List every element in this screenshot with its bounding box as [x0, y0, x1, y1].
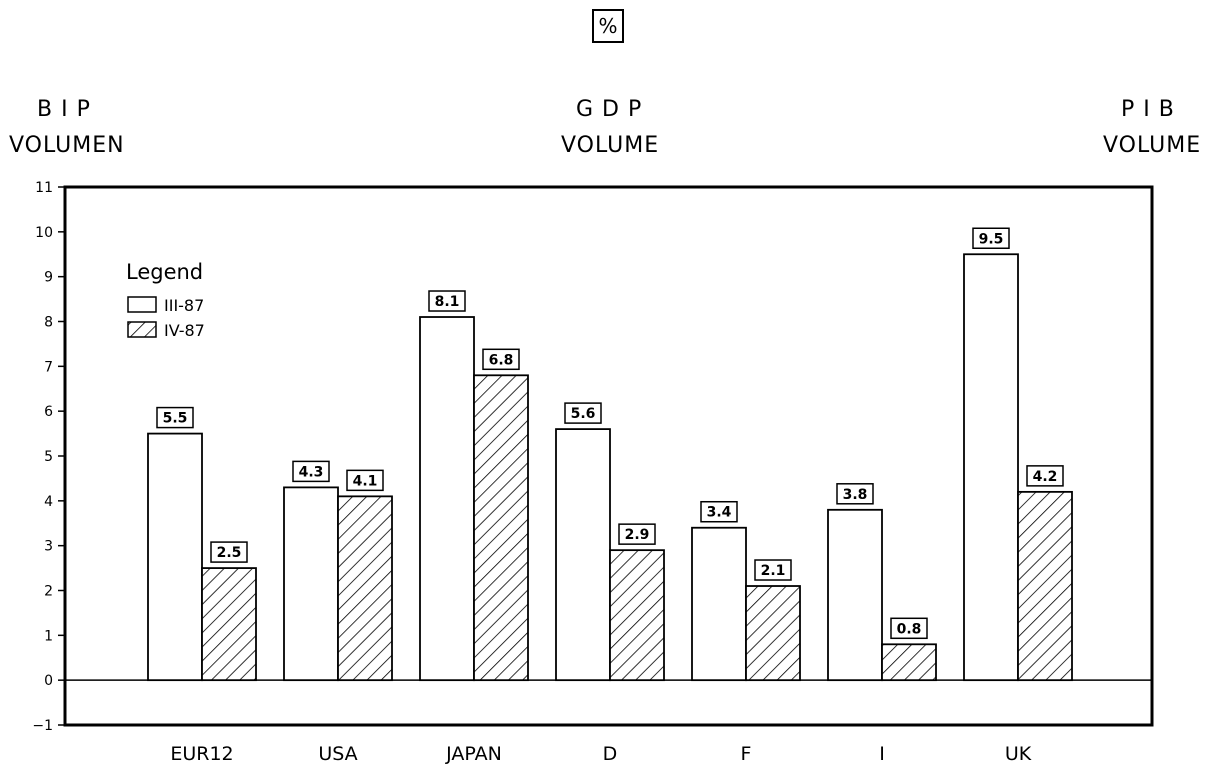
bar-series-1: [555, 428, 611, 682]
data-label-box: [482, 348, 520, 371]
data-label-box: [564, 402, 602, 424]
data-label-box: [1026, 465, 1064, 487]
data-label: 5.5: [163, 411, 188, 427]
y-tick-label: 10: [35, 225, 53, 241]
x-category-label: USA: [318, 743, 357, 765]
bar-series-1: [963, 253, 1019, 682]
header-right-line2: VOLUME: [1103, 133, 1202, 158]
data-label: 8.1: [435, 294, 460, 310]
header-right-line1: P I B: [1121, 97, 1175, 122]
x-category-label: I: [879, 743, 885, 765]
data-label: 4.2: [1033, 469, 1058, 485]
bar-series-2: [881, 643, 937, 682]
data-label: 3.8: [843, 487, 868, 503]
y-tick-label: 2: [44, 584, 53, 600]
bar-series-2: [609, 549, 665, 682]
data-label-box: [972, 227, 1010, 249]
y-tick-label: 6: [44, 404, 53, 420]
bar-series-2: [201, 567, 257, 682]
y-tick-label: 1: [44, 628, 53, 644]
x-category-label: F: [741, 743, 752, 765]
data-label-box: [700, 500, 738, 523]
bar-series-2: [1017, 490, 1073, 682]
data-label: 4.3: [299, 464, 324, 480]
bar-series-2: [473, 374, 529, 682]
data-label: 5.6: [571, 406, 596, 422]
header-left-line2: VOLUMEN: [9, 133, 125, 158]
bar-series-1: [419, 316, 475, 682]
data-label: 2.9: [625, 527, 650, 543]
y-tick-label: 9: [44, 270, 53, 286]
data-label-box: [156, 406, 194, 429]
header-center-line1: G D P: [576, 97, 643, 122]
bar-series-1: [691, 526, 747, 682]
data-label-box: [210, 541, 248, 563]
y-tick-label: 0: [44, 673, 53, 689]
y-tick-label: 5: [44, 449, 53, 465]
data-label: 6.8: [489, 352, 514, 368]
data-label-box: [618, 523, 656, 545]
data-label: 3.4: [707, 505, 732, 521]
header-center-line2: VOLUME: [561, 133, 660, 158]
bar-series-1: [283, 486, 339, 682]
x-category-label: JAPAN: [445, 743, 502, 765]
unit-label: %: [592, 9, 624, 43]
data-label-box: [292, 460, 330, 483]
data-label: 2.1: [761, 563, 786, 579]
data-label-box: [428, 290, 466, 312]
data-label: 9.5: [979, 231, 1004, 247]
x-category-label: D: [603, 743, 618, 765]
data-label: 4.1: [353, 473, 378, 489]
data-label-box: [890, 617, 928, 640]
legend-title: Legend: [126, 260, 203, 284]
data-label: 2.5: [217, 545, 242, 561]
data-label: 0.8: [897, 621, 922, 637]
y-tick-label: 4: [44, 494, 53, 510]
legend-entry-label: IV-87: [164, 321, 205, 340]
x-category-label: EUR12: [170, 743, 233, 765]
bar-series-1: [827, 508, 883, 682]
data-label-box: [754, 559, 792, 581]
y-tick-label: 3: [44, 539, 53, 555]
y-tick-label: 8: [44, 315, 53, 331]
bar-series-1: [147, 432, 203, 682]
header-left-line1: B I P: [37, 97, 91, 122]
y-tick-label: 7: [44, 359, 53, 375]
legend-entry-label: III-87: [164, 296, 204, 315]
y-tick-label: 11: [35, 180, 53, 196]
legend-swatch-series-2: [127, 321, 157, 338]
bar-series-2: [745, 585, 801, 682]
data-label-box: [836, 483, 874, 505]
data-label-box: [346, 469, 384, 492]
bar-series-2: [337, 495, 393, 682]
legend-swatch-series-1: [127, 296, 157, 313]
x-category-label: UK: [1005, 743, 1032, 765]
y-tick-label: −1: [32, 718, 53, 734]
